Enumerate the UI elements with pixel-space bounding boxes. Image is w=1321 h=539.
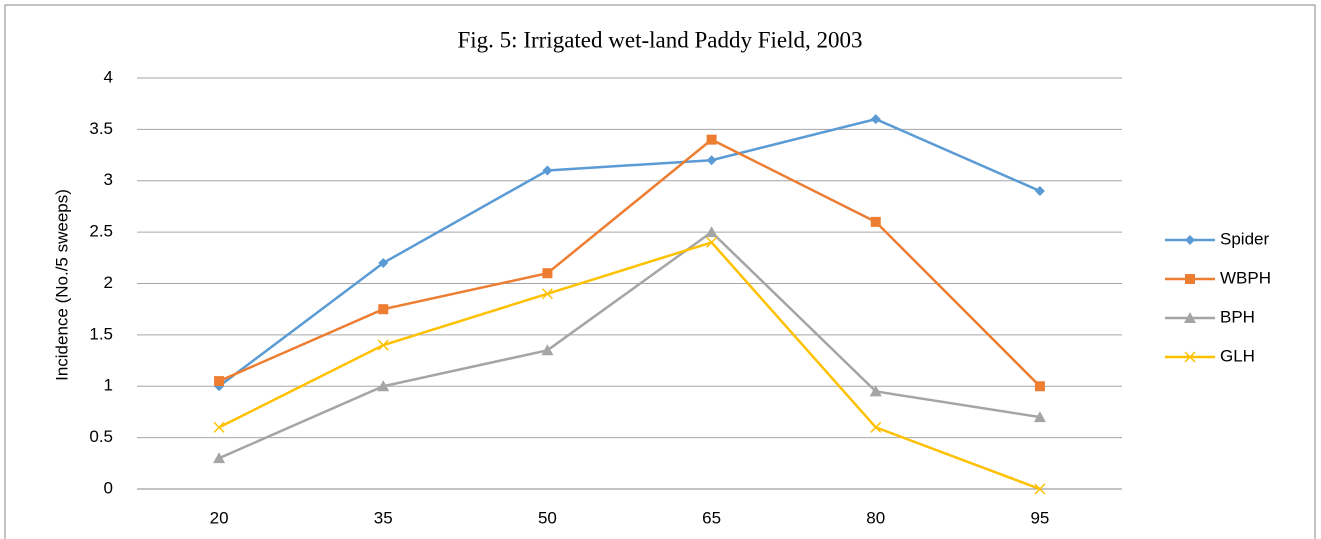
x-tick-label: 80 <box>866 508 885 527</box>
data-point <box>1034 381 1045 392</box>
legend-marker <box>1185 274 1195 284</box>
data-point <box>377 380 390 392</box>
legend-marker <box>1184 351 1196 363</box>
data-point <box>378 257 389 268</box>
data-point <box>542 165 553 176</box>
chart-border <box>4 4 1316 539</box>
legend-label: Spider <box>1220 229 1269 248</box>
x-tick-label: 95 <box>1030 508 1049 527</box>
y-tick-label: 0.5 <box>89 427 113 446</box>
data-point <box>213 452 226 464</box>
y-tick-label: 3.5 <box>89 119 113 138</box>
series-line <box>218 138 1041 388</box>
data-point <box>213 421 225 433</box>
y-tick-label: 4 <box>104 67 113 86</box>
data-point <box>541 344 554 356</box>
data-point <box>706 134 717 145</box>
legend-label: WBPH <box>1220 268 1271 287</box>
y-tick-label: 1.5 <box>89 324 113 343</box>
series-line <box>218 240 1041 491</box>
data-point <box>1034 483 1046 495</box>
y-tick-label: 2 <box>104 273 113 292</box>
data-point <box>542 268 553 279</box>
y-tick-label: 0 <box>104 478 113 497</box>
data-point <box>705 226 718 238</box>
data-point <box>1034 186 1045 197</box>
series-line <box>218 117 1041 388</box>
legend-label: BPH <box>1220 307 1255 326</box>
chart-title: Fig. 5: Irrigated wet-land Paddy Field, … <box>458 27 863 52</box>
legend-marker <box>1185 235 1195 245</box>
data-point <box>541 288 553 300</box>
y-tick-label: 2.5 <box>89 222 113 241</box>
x-tick-label: 35 <box>374 508 393 527</box>
y-tick-label: 3 <box>104 170 113 189</box>
y-axis-label: Incidence (No./5 sweeps) <box>52 189 71 381</box>
data-point <box>377 339 389 351</box>
data-point <box>870 216 881 227</box>
x-tick-label: 20 <box>210 508 229 527</box>
data-point <box>869 385 882 397</box>
data-point <box>870 114 881 125</box>
data-point <box>706 155 717 166</box>
legend-label: GLH <box>1220 346 1255 365</box>
series-line <box>218 230 1041 460</box>
data-point <box>378 304 389 315</box>
data-point <box>1033 411 1046 423</box>
legend-marker <box>1184 312 1196 323</box>
data-point <box>214 376 225 387</box>
x-tick-label: 50 <box>538 508 557 527</box>
y-tick-label: 1 <box>104 376 113 395</box>
data-point <box>870 421 882 433</box>
data-point <box>706 236 718 248</box>
x-tick-label: 65 <box>702 508 721 527</box>
